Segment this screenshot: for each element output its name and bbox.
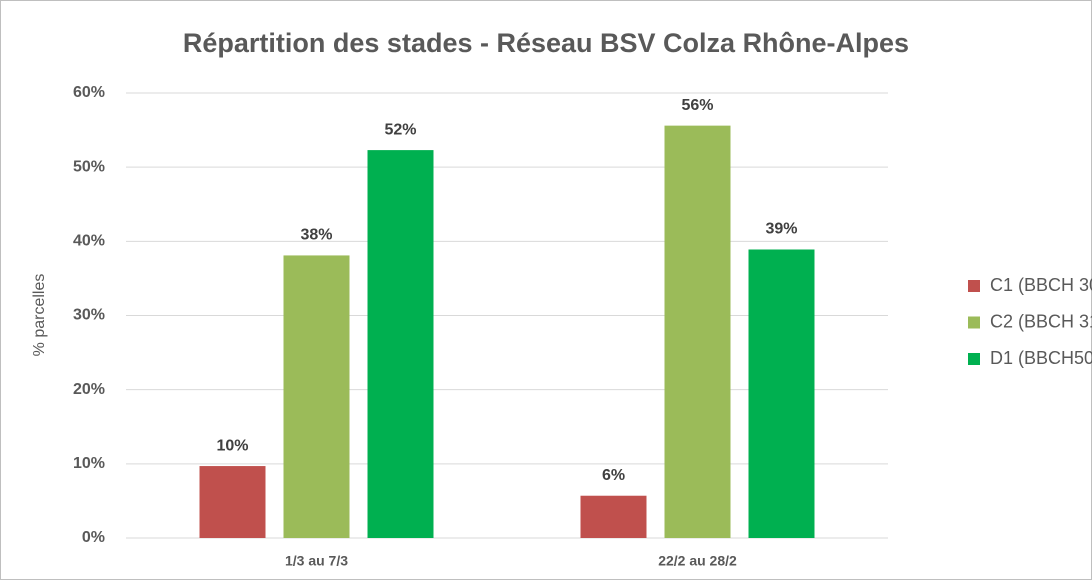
legend-label: D1 (BBCH50) <box>990 348 1092 368</box>
value-label: 10% <box>216 437 248 454</box>
legend-label: C2 (BBCH 31) <box>990 311 1092 331</box>
legend-swatch <box>968 316 980 329</box>
value-label: 39% <box>765 221 797 238</box>
bar <box>199 466 266 538</box>
bar <box>367 150 434 538</box>
chart-title: Répartition des stades - Réseau BSV Colz… <box>183 28 909 58</box>
bar <box>283 255 350 539</box>
value-label: 56% <box>681 97 713 114</box>
y-tick-label: 50% <box>73 158 105 175</box>
bar <box>580 495 647 538</box>
y-tick-label: 30% <box>73 307 105 324</box>
value-label: 6% <box>602 467 625 484</box>
x-tick-label: 22/2 au 28/2 <box>658 553 737 569</box>
bar <box>748 249 815 538</box>
y-tick-label: 0% <box>82 529 105 546</box>
legend-swatch <box>968 280 980 292</box>
legend-swatch <box>968 353 980 365</box>
y-tick-label: 20% <box>73 381 105 398</box>
bar <box>664 125 731 538</box>
y-axis-label: % parcelles <box>31 274 48 357</box>
y-tick-label: 60% <box>73 84 105 101</box>
value-label: 52% <box>384 121 416 138</box>
y-tick-label: 40% <box>73 233 105 250</box>
x-tick-label: 1/3 au 7/3 <box>285 553 348 569</box>
y-tick-label: 10% <box>73 455 105 472</box>
legend-label: C1 (BBCH 30) <box>990 275 1092 295</box>
value-label: 38% <box>300 227 332 244</box>
